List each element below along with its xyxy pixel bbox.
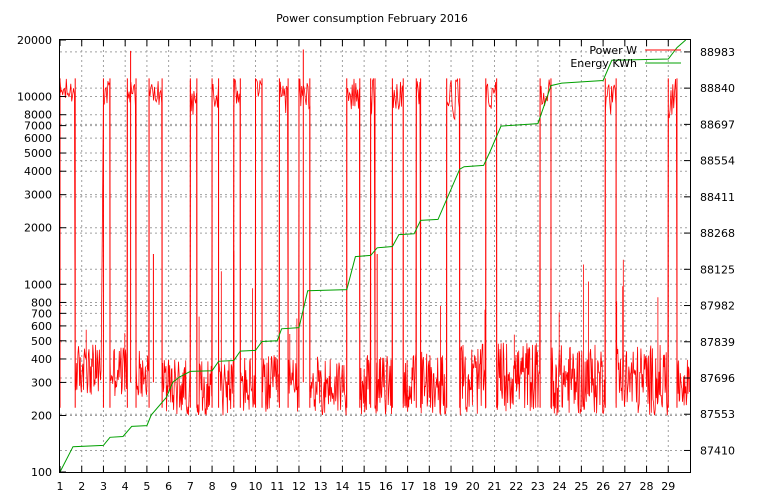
y-tick-label: 800 xyxy=(31,296,52,309)
legend-label: Energy KWh xyxy=(570,57,637,70)
chart-title: Power consumption February 2016 xyxy=(276,12,468,25)
y-tick-label: 4000 xyxy=(24,165,52,178)
y2-tick-label: 88268 xyxy=(700,227,735,240)
y2-tick-label: 88983 xyxy=(700,46,735,59)
x-tick-label: 18 xyxy=(422,480,436,493)
y-tick-label: 8000 xyxy=(24,109,52,122)
y2-tick-label: 87839 xyxy=(700,336,735,349)
x-tick-label: 9 xyxy=(230,480,237,493)
x-tick-label: 12 xyxy=(292,480,306,493)
power-series xyxy=(59,49,690,416)
y2-tick-label: 87982 xyxy=(700,300,735,313)
y-tick-label: 600 xyxy=(31,320,52,333)
y-tick-label: 100 xyxy=(31,466,52,479)
x-tick-label: 20 xyxy=(466,480,480,493)
y-tick-label: 6000 xyxy=(24,132,52,145)
x-tick-label: 26 xyxy=(596,480,610,493)
x-tick-label: 28 xyxy=(640,480,654,493)
y-tick-label: 5000 xyxy=(24,147,52,160)
x-tick-label: 22 xyxy=(509,480,523,493)
y-tick-label: 10000 xyxy=(17,91,52,104)
x-tick-label: 11 xyxy=(270,480,284,493)
energy-series xyxy=(59,39,687,473)
x-tick-label: 29 xyxy=(661,480,675,493)
x-tick-label: 27 xyxy=(618,480,632,493)
y-tick-label: 300 xyxy=(31,376,52,389)
x-tick-label: 23 xyxy=(531,480,545,493)
y2-tick-label: 87696 xyxy=(700,372,735,385)
y2-tick-label: 88125 xyxy=(700,263,735,276)
y2-tick-label: 88697 xyxy=(700,118,735,131)
x-tick-label: 2 xyxy=(78,480,85,493)
y2-tick-label: 88411 xyxy=(700,191,735,204)
energy-line xyxy=(59,39,687,473)
x-tick-label: 24 xyxy=(553,480,567,493)
x-tick-label: 21 xyxy=(487,480,501,493)
y-tick-label: 2000 xyxy=(24,222,52,235)
y-tick-label: 200 xyxy=(31,409,52,422)
y-tick-label: 500 xyxy=(31,335,52,348)
x-tick-label: 1 xyxy=(57,480,64,493)
legend-label: Power W xyxy=(589,44,637,57)
x-tick-label: 17 xyxy=(401,480,415,493)
plot-frame xyxy=(59,39,691,473)
y2-tick-label: 87410 xyxy=(700,444,735,457)
y-tick-label: 3000 xyxy=(24,189,52,202)
x-tick-label: 14 xyxy=(335,480,349,493)
y2-tick-label: 87553 xyxy=(700,408,735,421)
power-line xyxy=(59,78,690,416)
y2-tick-label: 88840 xyxy=(700,82,735,95)
x-tick-label: 8 xyxy=(209,480,216,493)
x-tick-label: 25 xyxy=(574,480,588,493)
x-tick-label: 7 xyxy=(187,480,194,493)
y2-tick-label: 88554 xyxy=(700,155,735,168)
y-tick-label: 400 xyxy=(31,353,52,366)
x-tick-label: 4 xyxy=(122,480,129,493)
x-axis-ticks: 1 2 3 4 5 6 7 8 9 10 11 12 13 14 15 16 17 18 19 20 21 22 23 24 2… xyxy=(57,40,675,493)
x-tick-label: 6 xyxy=(165,480,172,493)
x-tick-label: 15 xyxy=(357,480,371,493)
x-tick-label: 5 xyxy=(143,480,150,493)
y2-axis-ticks: 87410 87553 87696 87839 87982 88125 88268 88411… xyxy=(684,46,735,457)
x-tick-label: 13 xyxy=(314,480,328,493)
y-tick-label: 1000 xyxy=(24,278,52,291)
x-tick-label: 10 xyxy=(249,480,263,493)
y-tick-label: 20000 xyxy=(17,34,52,47)
x-tick-label: 3 xyxy=(100,480,107,493)
y-tick-label: 7000 xyxy=(24,120,52,133)
y-tick-label: 700 xyxy=(31,307,52,320)
x-tick-label: 16 xyxy=(379,480,393,493)
x-tick-label: 19 xyxy=(444,480,458,493)
